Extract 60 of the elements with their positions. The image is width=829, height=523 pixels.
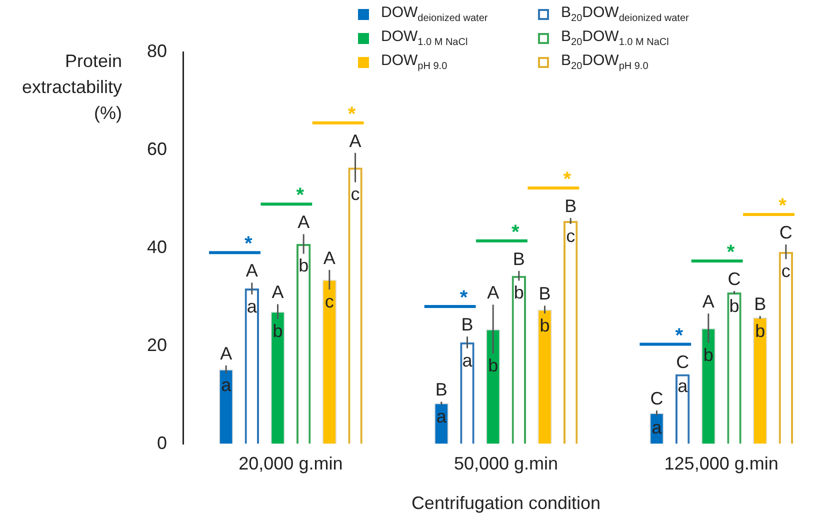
annotation: * (726, 242, 735, 264)
annotation: c (324, 291, 334, 312)
data-label: B (461, 314, 474, 335)
annotation: a (462, 350, 474, 370)
data-label: A (349, 130, 362, 151)
y-tick-label: 0 (156, 432, 167, 453)
data-label: A (323, 248, 336, 268)
annotation: a (221, 375, 232, 396)
annotation: a (436, 406, 448, 427)
annotation: c (350, 184, 360, 204)
data-label: B (564, 196, 577, 216)
data-label: A (702, 291, 714, 312)
legend-label: DOW$_{1.0 M NaCl}$ (381, 28, 468, 48)
y-tick-label: 80 (146, 40, 167, 61)
annotation: b (514, 282, 524, 303)
legend-label: B$_{20}$DOW$_{deionized water}$ (561, 4, 689, 24)
x-tick-label: 20,000 g.min (238, 454, 343, 474)
annotation: c (566, 226, 576, 246)
data-label: B (538, 284, 551, 304)
annotation: b (755, 320, 766, 341)
legend-label: DOW$_{pH 9.0}$ (381, 52, 448, 72)
annotation: * (778, 194, 787, 217)
y-tick-label: 20 (146, 334, 167, 355)
x-tick-label: 50,000 g.min (454, 454, 558, 474)
annotation: b (540, 315, 550, 336)
data-label: A (246, 260, 258, 281)
annotation: b (272, 320, 283, 341)
legend-label: DOW$_{deionized water}$ (381, 4, 488, 24)
annotation: a (246, 296, 258, 316)
annotation: * (675, 324, 684, 347)
y-tick-label: 60 (146, 138, 167, 159)
x-axis-title: Centrifugation condition (411, 493, 601, 514)
annotation: a (652, 417, 663, 438)
annotation: * (512, 221, 520, 244)
x-tick-label: 125,000 g.min (664, 454, 778, 474)
annotation: * (563, 168, 572, 191)
legend-label: B$_{20}$DOW$_{1.0 M NaCl}$ (561, 28, 669, 48)
y-tick-label: 40 (146, 236, 167, 257)
data-label: A (298, 212, 310, 232)
annotation: b (729, 296, 740, 316)
data-label: C (676, 352, 690, 372)
annotation: b (488, 356, 498, 376)
data-label: B (512, 248, 525, 269)
data-label: B (435, 380, 448, 400)
data-label: C (779, 222, 792, 242)
data-label: A (272, 282, 284, 302)
data-label: A (487, 282, 500, 303)
annotation: * (244, 233, 253, 256)
annotation: * (348, 103, 356, 126)
y-axis-title: Protein extractability (%) (20, 50, 122, 125)
annotation: c (781, 261, 790, 282)
data-label: B (754, 294, 766, 314)
annotation: b (703, 344, 714, 365)
data-label: A (220, 343, 232, 364)
annotation: * (296, 184, 304, 207)
annotation: b (298, 256, 309, 276)
data-label: C (728, 268, 741, 289)
data-label: C (650, 388, 664, 408)
legend-label: B$_{20}$DOW$_{pH 9.0}$ (561, 52, 648, 72)
annotation: * (460, 287, 468, 310)
